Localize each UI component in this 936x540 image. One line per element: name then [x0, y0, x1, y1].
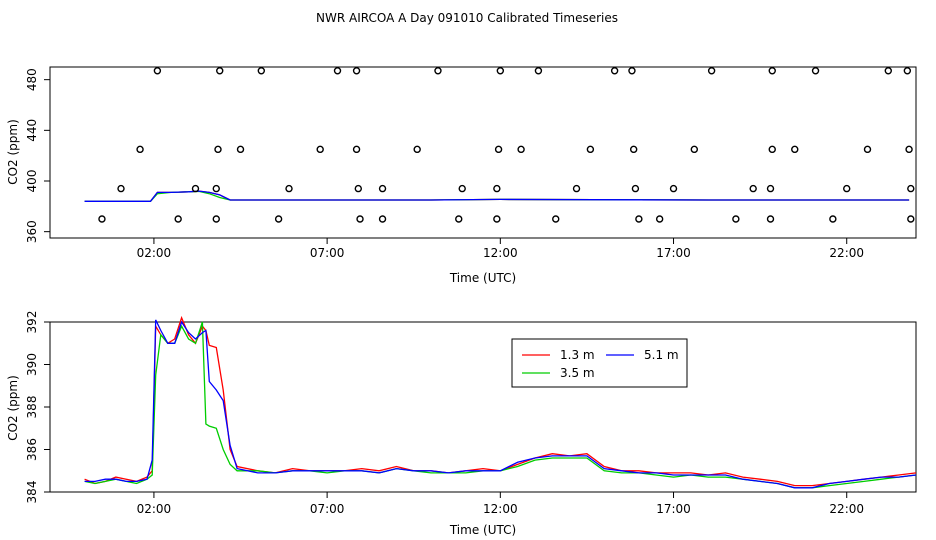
calibration-marker — [352, 67, 361, 75]
calibration-marker — [749, 184, 757, 193]
x-tick-label: 22:00 — [829, 246, 864, 260]
calibration-marker — [378, 215, 387, 223]
calibration-marker — [136, 145, 144, 154]
legend-label-h51: 5.1 m — [644, 348, 679, 362]
calibration-marker — [903, 67, 912, 75]
calibration-marker — [907, 184, 915, 193]
top-panel-xlabel: Time (UTC) — [449, 271, 516, 285]
legend-box — [511, 338, 688, 388]
x-tick-label: 17:00 — [656, 502, 691, 516]
calibration-marker — [191, 184, 200, 193]
series-line-h51 — [84, 319, 917, 489]
calibration-marker — [117, 184, 125, 193]
calibration-marker — [629, 145, 638, 154]
calibration-marker — [905, 145, 913, 154]
calibration-marker — [285, 184, 293, 193]
calibration-marker — [811, 67, 820, 75]
x-tick-label: 17:00 — [656, 246, 691, 260]
y-tick-label: 480 — [25, 68, 39, 91]
x-tick-label: 12:00 — [483, 502, 518, 516]
calibration-marker — [458, 184, 466, 193]
bottom-panel-frame — [49, 321, 917, 493]
calibration-marker — [356, 215, 364, 223]
legend: 1.3 m 5.1 m 3.5 m — [511, 338, 688, 388]
calibration-marker — [884, 67, 892, 75]
x-tick-label: 02:00 — [137, 246, 172, 260]
top-panel: CO2 (ppm) Time (UTC) 02:00 07:00 12:00 17:0… — [6, 66, 917, 285]
calibration-marker — [586, 145, 595, 154]
y-tick-label: 400 — [25, 170, 39, 193]
y-tick-label: 440 — [25, 119, 39, 142]
calibration-marker — [212, 184, 220, 193]
calibration-marker — [631, 184, 640, 193]
bottom-panel: CO2 (ppm) Time (UTC) 02:00 07:00 12:00 17:0… — [6, 311, 917, 537]
y-tick-label: 384 — [25, 481, 39, 504]
calibration-marker — [257, 67, 266, 75]
calibration-marker — [98, 215, 106, 223]
series-line-h13 — [84, 315, 917, 487]
calibration-marker — [863, 145, 872, 154]
x-tick-label: 22:00 — [829, 502, 864, 516]
calibration-marker — [635, 215, 643, 223]
calibration-marker — [413, 145, 421, 154]
calibration-marker — [843, 184, 851, 193]
top-panel-frame — [49, 66, 917, 239]
calibration-marker — [766, 215, 775, 223]
calibration-marker — [517, 145, 525, 154]
calibration-marker — [732, 215, 740, 223]
calibration-marker — [669, 184, 678, 193]
y-tick-label: 388 — [25, 396, 39, 419]
y-tick-label: 386 — [25, 438, 39, 461]
y-tick-label: 360 — [25, 220, 39, 243]
calibration-marker — [214, 145, 222, 154]
calibration-marker — [690, 145, 699, 154]
calibration-marker — [907, 215, 915, 223]
calibration-marker — [216, 67, 224, 75]
calibration-marker — [493, 215, 501, 223]
calibration-marker — [434, 67, 442, 75]
calibration-marker — [552, 215, 560, 223]
y-tick-label: 392 — [25, 311, 39, 334]
x-tick-label: 07:00 — [310, 246, 345, 260]
calibration-marker — [352, 145, 361, 154]
chart-title: NWR AIRCOA A Day 091010 Calibrated Times… — [316, 11, 618, 25]
calibration-marker — [766, 184, 775, 193]
calibration-marker — [791, 145, 799, 154]
calibration-marker — [378, 184, 387, 193]
y-tick-label: 390 — [25, 353, 39, 376]
calibration-marker — [707, 67, 716, 75]
calibration-marker — [610, 67, 619, 75]
x-tick-label: 12:00 — [483, 246, 518, 260]
calibration-marker — [236, 145, 245, 154]
calibration-marker — [768, 67, 776, 75]
calibration-marker — [829, 215, 837, 223]
x-tick-label: 02:00 — [137, 502, 172, 516]
calibration-marker — [354, 184, 362, 193]
calibration-marker — [768, 145, 776, 154]
calibration-marker — [496, 67, 505, 75]
calibration-marker — [333, 67, 342, 75]
legend-label-h35: 3.5 m — [560, 366, 595, 380]
series-line-h35 — [84, 321, 917, 489]
calibration-marker — [534, 67, 543, 75]
top-panel-ylabel: CO2 (ppm) — [6, 119, 20, 185]
calibration-marker — [212, 215, 220, 223]
series-line-h51 — [84, 190, 910, 202]
calibration-marker — [494, 145, 503, 154]
calibration-marker — [274, 215, 283, 223]
calibration-marker — [153, 67, 162, 75]
calibration-marker — [174, 215, 182, 223]
calibration-marker — [493, 184, 501, 193]
x-tick-label: 07:00 — [310, 502, 345, 516]
calibration-marker — [455, 215, 463, 223]
calibration-marker — [655, 215, 664, 223]
legend-label-h13: 1.3 m — [560, 348, 595, 362]
calibration-marker — [316, 145, 324, 154]
calibration-marker — [628, 67, 636, 75]
calibration-marker — [572, 184, 581, 193]
bottom-panel-xlabel: Time (UTC) — [449, 523, 516, 537]
bottom-panel-ylabel: CO2 (ppm) — [6, 375, 20, 441]
